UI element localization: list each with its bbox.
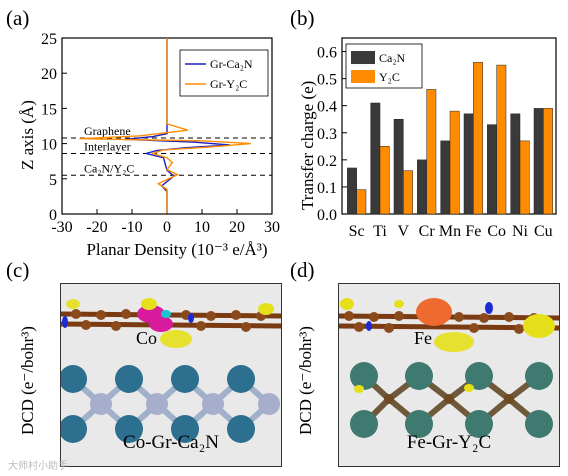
chart-a-xtick-label: -30	[51, 219, 72, 236]
chart-a-ytick-label: 25	[41, 31, 57, 48]
chart-b-legend-swatch	[351, 70, 375, 83]
chart-b-legend-label: Y₂C	[379, 70, 400, 84]
chart-b-ytick-label: 0.4	[317, 99, 337, 116]
chart-a-ytick-label: 20	[41, 66, 57, 83]
chart-b-bar	[440, 140, 451, 215]
panel-label-b: (b)	[290, 6, 315, 30]
panel-d-atoms	[350, 362, 553, 438]
chart-a-ytick-label: 10	[41, 137, 57, 154]
chart-b-bar	[379, 146, 390, 215]
panel-label-c: (c)	[6, 258, 30, 282]
chart-b-ytick-label: 0.3	[317, 126, 337, 143]
panel-d-render	[339, 284, 559, 466]
panel-c-density-lobes	[62, 298, 274, 348]
chart-b-category-label: Cr	[419, 223, 436, 240]
chart-b-bar	[356, 189, 367, 215]
chart-a-reference-label: Interlayer	[84, 139, 131, 153]
chart-b-ytick-label: 0.5	[317, 72, 337, 89]
chart-a-series-line	[79, 38, 252, 214]
chart-b-category-label: Mn	[439, 223, 461, 240]
chart-b-bar	[403, 170, 413, 215]
chart-a-xtick-label: -20	[86, 219, 107, 236]
chart-b-category-label: Co	[487, 223, 506, 240]
chart-a-xtick-label: 20	[229, 219, 245, 236]
panel-c-atom-label: Co	[136, 328, 158, 348]
panel-d-ylabel: DCD (e⁻/bohr³)	[296, 326, 315, 435]
chart-a-legend-label: Gr-Y₂C	[210, 77, 247, 91]
panel-c-render	[61, 284, 281, 466]
panel-d-structure: Fe Fe-Gr-Y₂C	[338, 283, 560, 467]
chart-a-ytick-label: 5	[49, 172, 57, 189]
chart-b-ytick-label: 0.6	[317, 45, 337, 62]
chart-a-xtick-label: 0	[163, 219, 171, 236]
watermark: 大师村小助手	[8, 461, 68, 472]
chart-b-bar	[533, 108, 544, 215]
chart-b-bar	[543, 108, 553, 215]
chart-b-bar	[449, 110, 460, 215]
chart-a-reference-label: Ca₂N/Y₂C	[84, 161, 134, 175]
chart-a-series-line	[124, 38, 231, 214]
chart-a-xlabel: Planar Density (10⁻³ e/Å³)	[86, 240, 268, 259]
chart-b-bar	[347, 167, 357, 215]
chart-b-legend-label: Ca₂N	[379, 51, 406, 65]
chart-b-bar	[487, 124, 497, 215]
chart-b-category-label: Ti	[373, 223, 387, 240]
panel-c-structure: Co Co-Gr-Ca₂N	[60, 283, 282, 467]
chart-b-legend-swatch	[351, 51, 375, 64]
chart-b-ylabel: Transfer charge (e)	[298, 80, 317, 210]
chart-b-category-label: Cu	[534, 223, 553, 240]
panel-label-a: (a)	[6, 6, 30, 30]
chart-b-ytick-label: 0.2	[317, 153, 337, 170]
panel-c-caption: Co-Gr-Ca₂N	[123, 432, 219, 453]
chart-b-bar	[496, 64, 507, 215]
chart-b-bar	[393, 118, 404, 215]
chart-b-ytick-label: 0.1	[317, 180, 337, 197]
chart-b-bar	[426, 89, 437, 215]
chart-a-ytick-label: 0	[49, 207, 57, 224]
chart-a-xtick-label: 10	[194, 219, 210, 236]
chart-b-ytick-label: 0.0	[317, 207, 337, 224]
chart-a-xtick-label: 30	[264, 219, 280, 236]
chart-b-category-label: V	[398, 223, 410, 240]
chart-a-reference-label: Graphene	[84, 124, 131, 138]
chart-b-category-label: Sc	[349, 223, 365, 240]
chart-b-bar	[510, 113, 521, 215]
panel-d-atom-label: Fe	[414, 328, 432, 348]
chart-b-category-label: Fe	[465, 223, 481, 240]
panel-c-atoms	[61, 365, 280, 443]
chart-b-bar	[463, 113, 474, 215]
chart-a-ytick-label: 15	[41, 101, 57, 118]
panel-c-ylabel: DCD (e⁻/bohr³)	[18, 326, 37, 435]
chart-a-legend-label: Gr-Ca₂N	[210, 57, 253, 71]
chart-b-category-label: Ni	[512, 223, 529, 240]
chart-a-xtick-label: -10	[121, 219, 142, 236]
chart-b-bar	[370, 102, 381, 215]
panel-label-d: (d)	[290, 258, 315, 282]
panel-d-density-lobes	[340, 298, 555, 352]
panel-d-caption: Fe-Gr-Y₂C	[406, 432, 492, 453]
chart-b-bar	[473, 62, 483, 215]
chart-a-legend-box	[179, 49, 269, 97]
chart-b-bar	[417, 159, 427, 215]
chart-b-bar	[519, 140, 530, 215]
